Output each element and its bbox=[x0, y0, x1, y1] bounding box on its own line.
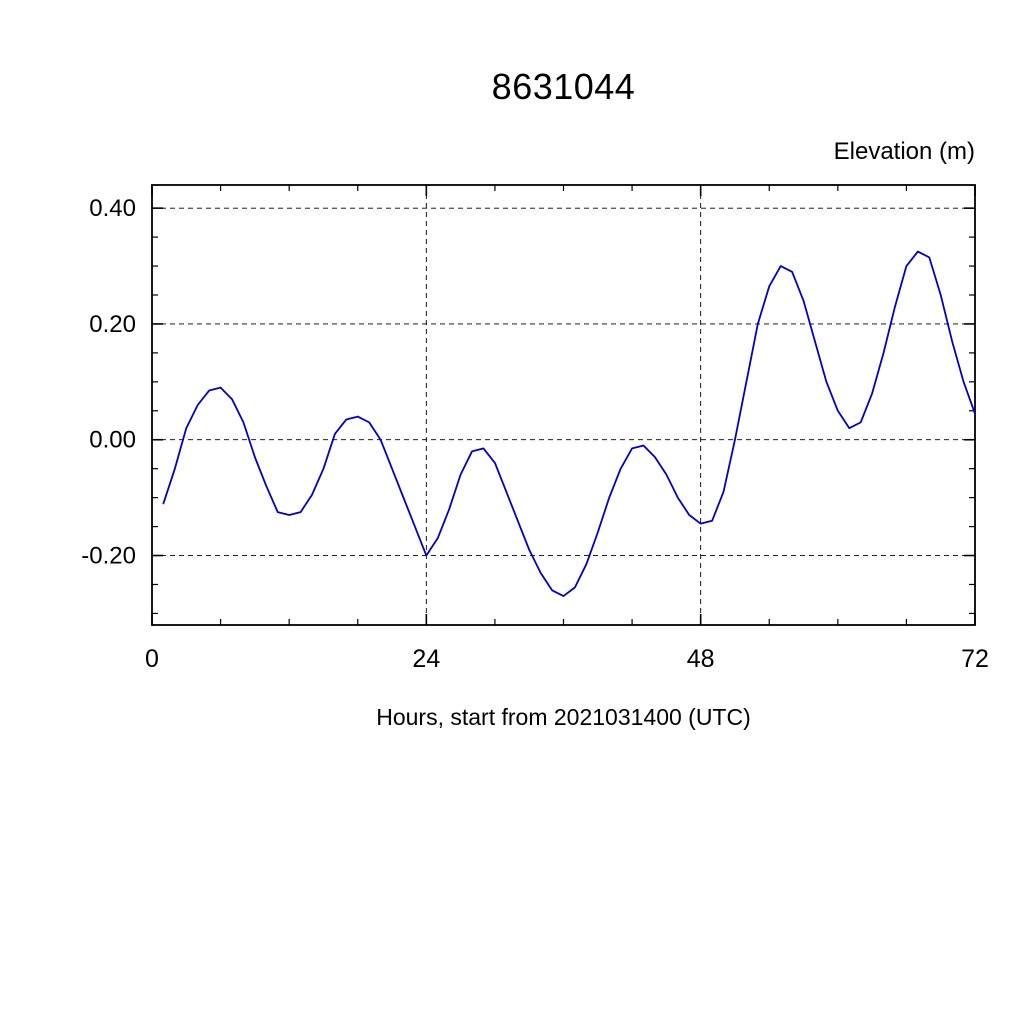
elevation-axis-label: Elevation (m) bbox=[833, 138, 975, 165]
y-tick-label: -0.20 bbox=[81, 543, 136, 570]
plot-frame bbox=[151, 184, 976, 626]
y-tick-label: 0.00 bbox=[89, 427, 136, 454]
elevation-line bbox=[162, 250, 976, 597]
x-tick-label: 72 bbox=[961, 645, 989, 673]
y-tick-label: 0.40 bbox=[89, 195, 136, 222]
x-tick-label: 48 bbox=[687, 645, 715, 673]
y-tick-label: 0.20 bbox=[89, 311, 136, 338]
chart-title: 8631044 bbox=[491, 66, 636, 107]
x-tick-label: 24 bbox=[412, 645, 440, 673]
x-axis-label: Hours, start from 2021031400 (UTC) bbox=[376, 704, 751, 730]
x-tick-label: 0 bbox=[145, 645, 159, 673]
